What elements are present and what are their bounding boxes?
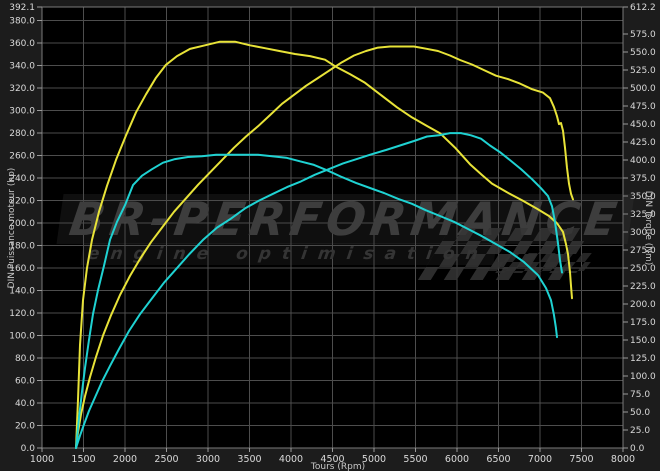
tick-label-right: 400.0 bbox=[630, 156, 656, 166]
tick-label-left: 220.0 bbox=[9, 197, 35, 207]
tick-label-x: 8000 bbox=[611, 454, 635, 465]
tick-label-right: 0.0 bbox=[630, 444, 645, 454]
tick-label-right: 175.0 bbox=[630, 318, 656, 328]
tick-label-left: 0.0 bbox=[21, 444, 36, 454]
tick-label-x: 2500 bbox=[154, 454, 178, 465]
tick-label-x: 5500 bbox=[403, 454, 427, 465]
tick-label-right: 125.0 bbox=[630, 354, 656, 364]
series-torque-tuned bbox=[75, 40, 573, 449]
tick-label-x: 1000 bbox=[30, 454, 54, 465]
tick-label-left: 380.0 bbox=[9, 17, 35, 27]
tick-label-left: 180.0 bbox=[9, 242, 35, 252]
right-axis-title: DIN Torque (Nm) bbox=[643, 190, 653, 266]
tick-label-right: 300.0 bbox=[630, 228, 656, 238]
tick-label-x: 3000 bbox=[196, 454, 220, 465]
series-power-tuned bbox=[75, 45, 574, 449]
tick-label-x: 7500 bbox=[569, 454, 593, 465]
tick-label-left: 300.0 bbox=[9, 107, 35, 117]
tick-label-left: 20.0 bbox=[15, 422, 35, 432]
series-torque-stock bbox=[75, 153, 558, 449]
tick-label-left: 392.1 bbox=[9, 3, 35, 13]
tick-label-right: 25.0 bbox=[630, 426, 650, 436]
tick-label-left: 340.0 bbox=[9, 62, 35, 72]
tick-label-x: 3500 bbox=[237, 454, 261, 465]
tick-label-left: 360.0 bbox=[9, 39, 35, 49]
tick-label-x: 5000 bbox=[362, 454, 386, 465]
tick-label-left: 280.0 bbox=[9, 129, 35, 139]
tick-label-right: 50.0 bbox=[630, 408, 650, 418]
tick-label-right: 100.0 bbox=[630, 372, 656, 382]
tick-label-left: 320.0 bbox=[9, 84, 35, 94]
tick-label-right: 550.0 bbox=[630, 48, 656, 58]
tick-label-left: 60.0 bbox=[15, 377, 35, 387]
tick-label-right: 275.0 bbox=[630, 246, 656, 256]
tick-label-right: 450.0 bbox=[630, 120, 656, 130]
tick-label-right: 425.0 bbox=[630, 138, 656, 148]
tick-label-left: 120.0 bbox=[9, 309, 35, 319]
tick-label-right: 225.0 bbox=[630, 282, 656, 292]
series-power-stock bbox=[75, 132, 563, 449]
tick-label-left: 160.0 bbox=[9, 264, 35, 274]
tick-label-right: 525.0 bbox=[630, 66, 656, 76]
tick-label-x: 6000 bbox=[445, 454, 469, 465]
left-axis-title: DIN Puissance moteur (hp) bbox=[7, 167, 17, 289]
tick-label-left: 100.0 bbox=[9, 332, 35, 342]
tick-label-right: 150.0 bbox=[630, 336, 656, 346]
tick-label-left: 200.0 bbox=[9, 219, 35, 229]
tick-label-x: 7000 bbox=[528, 454, 552, 465]
tick-label-right: 350.0 bbox=[630, 192, 656, 202]
tick-label-right: 325.0 bbox=[630, 210, 656, 220]
tick-label-right: 375.0 bbox=[630, 174, 656, 184]
tick-label-right: 200.0 bbox=[630, 300, 656, 310]
tick-label-x: 4000 bbox=[279, 454, 303, 465]
x-axis-title: Tours (Rpm) bbox=[310, 462, 366, 471]
tick-label-x: 1500 bbox=[71, 454, 95, 465]
tick-label-right: 575.0 bbox=[630, 30, 656, 40]
tick-label-left: 240.0 bbox=[9, 174, 35, 184]
tick-label-left: 40.0 bbox=[15, 399, 35, 409]
tick-label-right: 612.2 bbox=[630, 3, 656, 13]
tick-label-right: 250.0 bbox=[630, 264, 656, 274]
tick-label-right: 500.0 bbox=[630, 84, 656, 94]
tick-label-right: 475.0 bbox=[630, 102, 656, 112]
tick-label-x: 6500 bbox=[486, 454, 510, 465]
tick-label-right: 75.0 bbox=[630, 390, 650, 400]
tick-label-left: 80.0 bbox=[15, 354, 35, 364]
tick-label-x: 4500 bbox=[320, 454, 344, 465]
tick-label-left: 140.0 bbox=[9, 287, 35, 297]
tick-label-left: 260.0 bbox=[9, 152, 35, 162]
tick-label-x: 2000 bbox=[113, 454, 137, 465]
